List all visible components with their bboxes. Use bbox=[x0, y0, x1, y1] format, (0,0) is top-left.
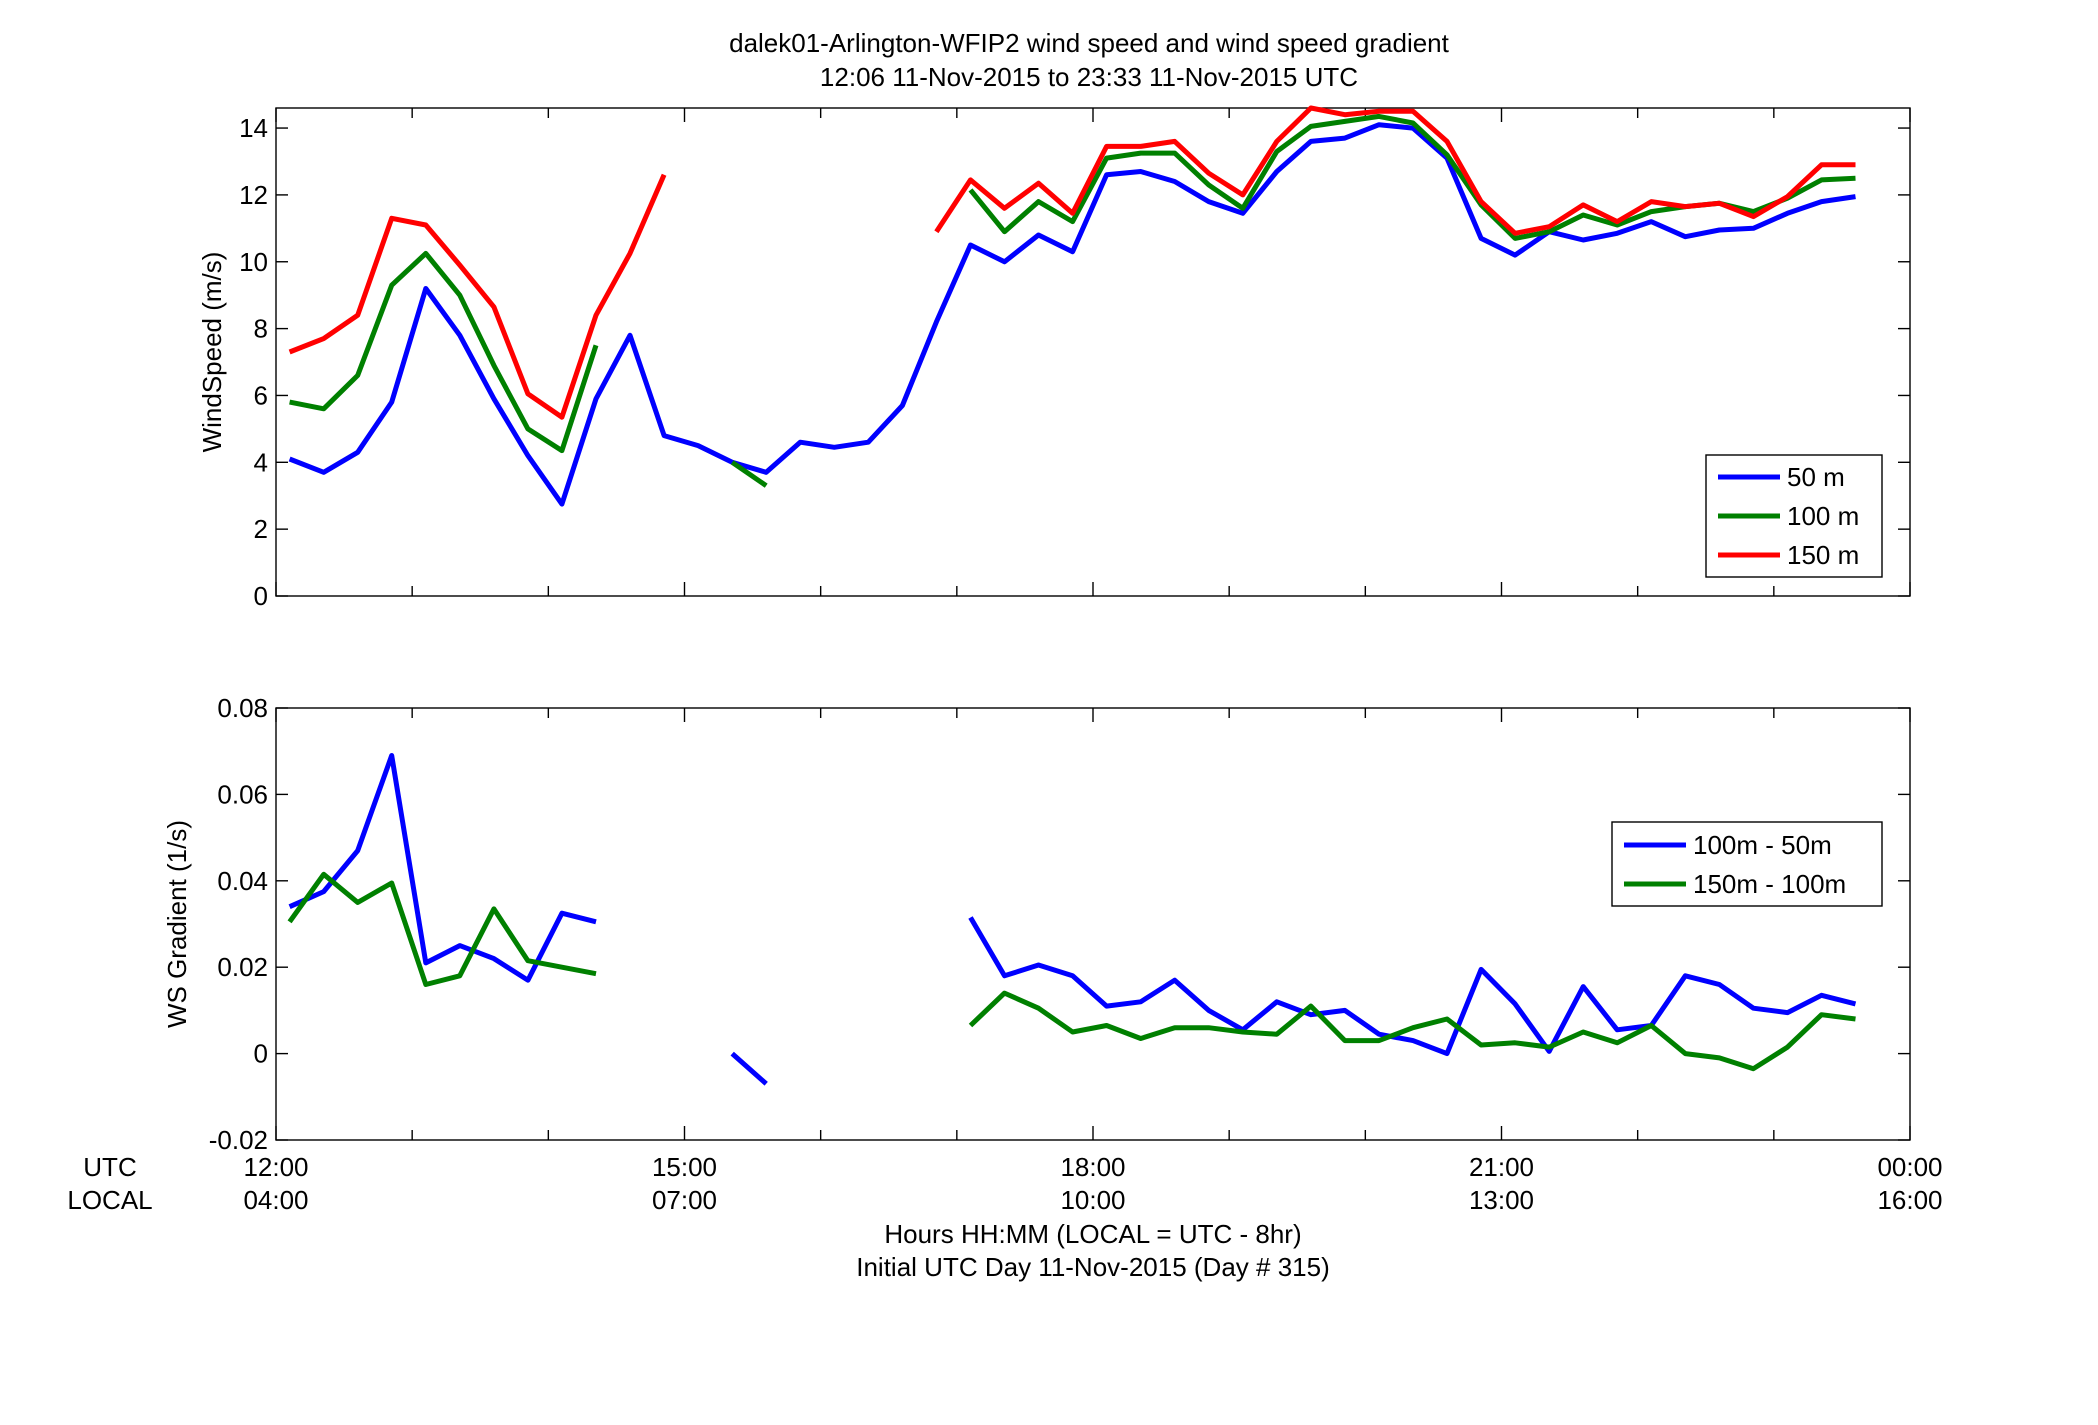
windspeed-y-tick-label: 0 bbox=[254, 581, 268, 611]
windspeed-y-tick-label: 10 bbox=[239, 247, 268, 277]
chart-subtitle: 12:06 11-Nov-2015 to 23:33 11-Nov-2015 U… bbox=[820, 62, 1358, 92]
windspeed-series-50-m bbox=[288, 122, 1856, 507]
gradient-legend-box bbox=[1611, 821, 1883, 907]
x-tick-label-local: 13:00 bbox=[1469, 1185, 1534, 1215]
legend-label-50m: 50 m bbox=[1787, 462, 1845, 492]
gradient-x-ticks bbox=[275, 708, 1911, 1140]
gradient-axes-frame bbox=[275, 707, 1911, 1141]
legend-label-100m: 100 m bbox=[1787, 501, 1859, 531]
gradient-y-label: WS Gradient (1/s) bbox=[162, 820, 192, 1028]
windspeed-y-tick-label: 14 bbox=[239, 113, 268, 143]
windspeed-y-tick-label: 4 bbox=[254, 447, 268, 477]
x-tick-label-utc: 15:00 bbox=[652, 1152, 717, 1182]
local-axis-label: LOCAL bbox=[67, 1185, 152, 1215]
windspeed-series bbox=[288, 105, 1856, 507]
gradient-panel: -0.02 0 0.02 0.04 0.06 0.08 WS Gradient (1/s)… bbox=[162, 693, 1911, 1155]
windspeed-series-150-m bbox=[288, 105, 1856, 420]
x-tick-label-utc: 12:00 bbox=[243, 1152, 308, 1182]
x-tick-label-local: 16:00 bbox=[1877, 1185, 1942, 1215]
x-tick-label-utc: 21:00 bbox=[1469, 1152, 1534, 1182]
gradient-y-tick-label: -0.02 bbox=[209, 1125, 268, 1155]
legend-label-100m-50m: 100m - 50m bbox=[1693, 830, 1832, 860]
gradient-y-ticks: -0.02 0 0.02 0.04 0.06 0.08 bbox=[209, 693, 1910, 1155]
chart-title: dalek01-Arlington-WFIP2 wind speed and w… bbox=[729, 28, 1450, 58]
windspeed-y-tick-label: 2 bbox=[254, 514, 268, 544]
windspeed-legend: 50 m 100 m 150 m bbox=[1705, 454, 1883, 578]
x-tick-label-local: 10:00 bbox=[1060, 1185, 1125, 1215]
gradient-y-tick-label: 0.06 bbox=[217, 779, 268, 809]
legend-label-150m: 150 m bbox=[1787, 540, 1859, 570]
gradient-y-tick-label: 0.02 bbox=[217, 952, 268, 982]
windspeed-y-tick-label: 6 bbox=[254, 380, 268, 410]
x-tick-label-utc: 18:00 bbox=[1060, 1152, 1125, 1182]
windspeed-y-label: WindSpeed (m/s) bbox=[197, 252, 227, 453]
x-axis-label-line1: Hours HH:MM (LOCAL = UTC - 8hr) bbox=[884, 1219, 1301, 1249]
windspeed-y-ticks: 0 2 4 6 8 10 12 14 bbox=[239, 113, 1910, 611]
windspeed-y-tick-label: 12 bbox=[239, 180, 268, 210]
x-tick-label-utc: 00:00 bbox=[1877, 1152, 1942, 1182]
gradient-y-tick-label: 0 bbox=[254, 1039, 268, 1069]
gradient-y-tick-label: 0.08 bbox=[217, 693, 268, 723]
gradient-series bbox=[287, 753, 1857, 1086]
gradient-y-tick-label: 0.04 bbox=[217, 866, 268, 896]
windspeed-series-100-m bbox=[289, 113, 1856, 488]
x-axis-label-line2: Initial UTC Day 11-Nov-2015 (Day # 315) bbox=[856, 1252, 1329, 1282]
windspeed-x-ticks bbox=[275, 108, 1911, 596]
utc-axis-label: UTC bbox=[83, 1152, 136, 1182]
legend-label-150m-100m: 150m - 100m bbox=[1693, 869, 1846, 899]
x-tick-label-local: 04:00 bbox=[243, 1185, 308, 1215]
x-tick-label-local: 07:00 bbox=[652, 1185, 717, 1215]
gradient-series-100m-50m bbox=[288, 753, 1857, 1086]
gradient-series-150m-100m bbox=[287, 871, 1856, 1072]
windspeed-y-tick-label: 8 bbox=[254, 314, 268, 344]
gradient-legend: 100m - 50m 150m - 100m bbox=[1611, 821, 1883, 907]
windspeed-panel: 0 2 4 6 8 10 12 14 WindSpeed (m/s) 50 m 100 m 1… bbox=[197, 105, 1911, 611]
